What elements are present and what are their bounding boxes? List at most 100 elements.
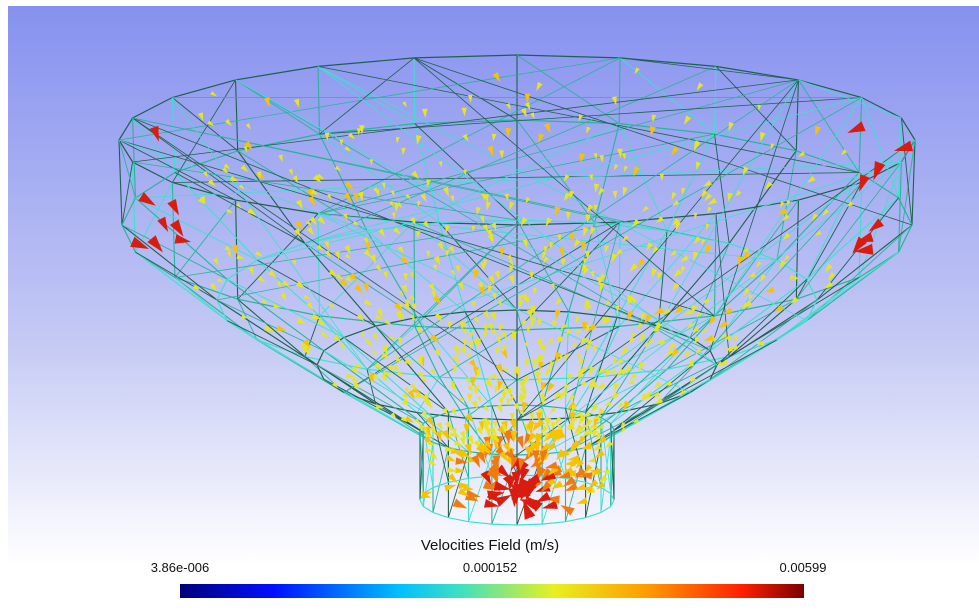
velocity-arrow <box>428 459 437 466</box>
velocity-arrow <box>344 146 352 152</box>
velocity-arrow <box>226 251 231 258</box>
colorbar <box>180 584 804 598</box>
velocity-arrow <box>683 115 692 125</box>
velocity-arrow <box>422 427 428 436</box>
velocity-arrow <box>473 385 480 395</box>
velocity-arrow <box>488 323 494 332</box>
velocity-arrow <box>786 199 791 207</box>
velocity-arrow <box>447 321 453 330</box>
mesh-edge <box>516 119 596 223</box>
mesh-edge <box>319 57 415 135</box>
velocity-arrow <box>627 294 633 304</box>
velocity-arrow <box>409 382 417 391</box>
velocity-arrow <box>773 304 784 312</box>
velocity-arrow <box>585 325 591 333</box>
velocity-arrow <box>780 201 785 208</box>
velocity-arrow <box>558 355 564 362</box>
velocity-arrow <box>455 265 460 274</box>
velocity-arrow <box>463 169 467 176</box>
velocity-arrow <box>680 254 689 262</box>
velocity-arrow <box>815 126 821 137</box>
velocity-arrow <box>537 355 543 365</box>
velocity-arrow <box>316 244 325 251</box>
velocity-arrow <box>654 321 663 330</box>
mesh-edge <box>798 79 902 119</box>
velocity-arrow <box>317 216 326 225</box>
mesh-edge <box>610 364 718 437</box>
mesh-edge <box>911 139 916 226</box>
velocity-arrow <box>343 213 348 221</box>
velocity-arrow <box>478 420 485 431</box>
velocity-arrow <box>542 500 558 509</box>
velocity-arrow <box>468 341 474 350</box>
velocity-arrow <box>360 331 365 339</box>
velocity-arrow <box>782 213 790 222</box>
mesh-edge <box>658 339 778 405</box>
velocity-arrow <box>764 286 775 293</box>
velocity-arrow <box>450 447 463 454</box>
velocity-arrow <box>743 300 753 309</box>
velocity-arrow <box>586 418 593 429</box>
velocity-arrow <box>694 140 701 150</box>
velocity-arrow <box>410 314 416 322</box>
velocity-arrow <box>494 270 500 280</box>
velocity-arrow <box>463 329 467 336</box>
velocity-arrow <box>555 297 562 306</box>
velocity-arrow <box>486 201 491 211</box>
mesh-edge <box>174 277 258 341</box>
mesh-edge <box>413 221 711 352</box>
velocity-arrow <box>622 234 629 242</box>
velocity-arrow <box>597 367 605 375</box>
velocity-arrow <box>381 352 390 358</box>
velocity-arrow <box>597 423 605 428</box>
velocity-arrow <box>466 393 473 403</box>
velocity-arrow <box>416 326 424 334</box>
velocity-arrow <box>798 151 806 158</box>
mesh-edge <box>317 213 321 316</box>
mesh-edge <box>613 350 711 431</box>
velocity-arrow <box>575 316 581 324</box>
velocity-arrow <box>207 120 215 126</box>
mesh-edge <box>689 259 778 338</box>
velocity-arrow <box>424 399 433 409</box>
mesh-edge <box>317 66 321 135</box>
velocity-arrow <box>579 380 587 387</box>
mesh-edge <box>413 57 715 317</box>
velocity-arrow <box>429 425 437 435</box>
velocity-arrow <box>502 442 510 454</box>
velocity-arrow <box>421 411 428 419</box>
velocity-arrow <box>580 242 586 252</box>
velocity-arrow <box>470 376 477 387</box>
velocity-arrow <box>564 482 579 492</box>
velocity-arrow <box>375 189 380 197</box>
velocity-arrow <box>760 132 766 142</box>
velocity-arrow <box>730 345 738 350</box>
mesh-edge <box>343 97 862 393</box>
velocity-arrow <box>375 314 383 320</box>
velocity-arrow <box>575 459 584 469</box>
velocity-arrow <box>480 215 485 224</box>
mesh-edge <box>132 161 137 253</box>
velocity-arrow <box>552 433 559 445</box>
velocity-arrow <box>593 153 598 160</box>
velocity-arrow <box>520 108 527 118</box>
velocity-arrow <box>573 238 581 248</box>
velocity-arrow <box>592 429 598 438</box>
velocity-arrow <box>760 274 767 283</box>
mesh-edge <box>413 57 913 226</box>
velocity-arrow <box>432 264 437 272</box>
velocity-arrow <box>551 283 555 290</box>
velocity-arrow <box>614 383 619 392</box>
velocity-arrow <box>583 227 589 237</box>
mesh-edge <box>618 57 621 124</box>
velocity-arrow <box>491 328 497 337</box>
velocity-arrow <box>529 322 534 329</box>
velocity-arrow <box>509 412 515 422</box>
velocity-arrow <box>696 161 701 171</box>
velocity-arrow <box>442 186 449 197</box>
velocity-arrow <box>540 467 554 481</box>
velocity-arrow <box>427 440 436 446</box>
velocity-arrow <box>742 166 749 176</box>
velocity-arrow <box>404 415 415 423</box>
velocity-arrow <box>471 400 478 410</box>
